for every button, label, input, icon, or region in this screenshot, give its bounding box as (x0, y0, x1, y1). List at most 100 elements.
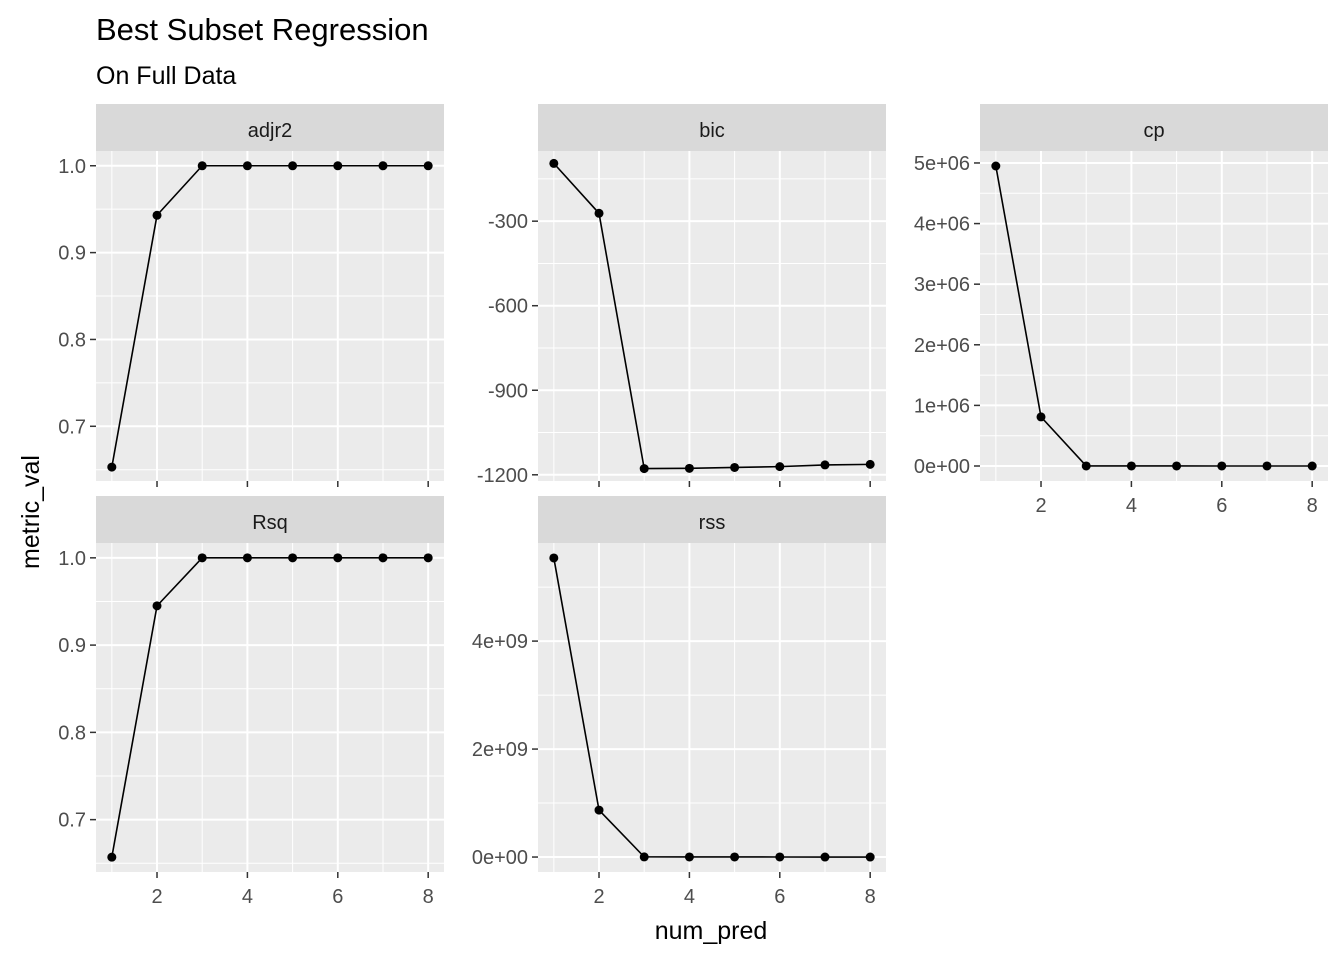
facet-rss-strip (538, 496, 886, 543)
facet-rss-point (730, 852, 740, 862)
facet-cp-point (1126, 461, 1136, 471)
facet-rss-point (639, 852, 649, 862)
facet-bic-point (684, 463, 694, 473)
facet-rss-strip-label: rss (699, 512, 726, 534)
facet-bic-series-line (553, 162, 871, 470)
facet-cp-x-tick-label: 8 (1307, 495, 1318, 517)
facet-rsq-strip (96, 496, 444, 543)
facet-bic-point (639, 464, 649, 474)
facet-adjr2-point (152, 210, 162, 220)
facet-rsq-strip-label: Rsq (252, 512, 288, 534)
facet-rss-panel (538, 543, 886, 872)
facet-adjr2-point (288, 161, 298, 171)
facet-bic-point (594, 208, 604, 218)
facet-rss-point (865, 852, 875, 862)
facet-cp-strip-label: cp (1143, 120, 1164, 142)
facet-rsq-point (333, 553, 343, 563)
facet-adjr2-y-tick-label: 0.7 (58, 416, 86, 438)
facet-rss-y-tick-label: 0e+00 (472, 847, 528, 869)
facet-cp-point (1262, 461, 1272, 471)
facet-cp-point (1307, 461, 1317, 471)
chart-title: Best Subset Regression (96, 12, 429, 47)
facet-rss-point (684, 852, 694, 862)
facet-cp: cp 0e+00 1e+06 2e+06 3e+06 4e+06 5e+06 2 4 6 8 (914, 104, 1328, 517)
facet-rsq-series-line (111, 557, 429, 858)
facet-adjr2-y-tick-label: 1.0 (58, 156, 86, 178)
facet-cp-y-tick-label: 0e+00 (914, 456, 970, 478)
facet-bic-y-tick-label: -1200 (477, 465, 528, 487)
facet-rsq-point (107, 852, 117, 862)
facet-rsq-y-tick-label: 0.7 (58, 810, 86, 832)
facet-adjr2-y-tick-label: 0.8 (58, 329, 86, 351)
chart-subtitle: On Full Data (96, 62, 236, 90)
facet-adjr2-strip (96, 104, 444, 151)
facet-bic-point (775, 462, 785, 472)
facet-cp-y-tick-label: 1e+06 (914, 395, 970, 417)
facet-bic: bic -300 -600 -900 -1200 (477, 104, 886, 487)
facet-cp-panel (980, 151, 1328, 481)
facet-rss-y-tick-label: 4e+09 (472, 631, 528, 653)
x-axis-title: num_pred (655, 917, 768, 945)
facet-rsq-point (378, 553, 388, 563)
facet-cp-y-tick-label: 4e+06 (914, 214, 970, 236)
facet-bic-point (730, 462, 740, 472)
facet-rss-series-line (553, 557, 871, 858)
facet-cp-point (1081, 461, 1091, 471)
facet-cp-strip (980, 104, 1328, 151)
facet-cp-point (991, 161, 1001, 171)
facet-rsq-point (197, 553, 207, 563)
facet-cp-series-line (995, 165, 1313, 467)
facet-cp-y-tick-label: 3e+06 (914, 274, 970, 296)
facet-adjr2-point (197, 161, 207, 171)
facet-bic-panel (538, 151, 886, 481)
facet-rsq-x-tick-label: 6 (332, 886, 343, 908)
facet-cp-x-tick-label: 2 (1035, 495, 1046, 517)
y-axis-title: metric_val (17, 455, 45, 569)
facet-rss-x-tick-label: 2 (593, 886, 604, 908)
facet-adjr2-point (242, 161, 252, 171)
facet-rsq-x-tick-label: 8 (423, 886, 434, 908)
facet-adjr2: adjr2 0.7 0.8 0.9 1.0 (58, 104, 444, 487)
facet-rsq-y-tick-label: 0.8 (58, 722, 86, 744)
facet-rsq-point (242, 553, 252, 563)
facet-adjr2-y-tick-label: 0.9 (58, 243, 86, 265)
facet-rsq-panel (96, 543, 444, 872)
facet-rsq-point (288, 553, 298, 563)
facet-rsq-x-tick-label: 2 (151, 886, 162, 908)
facet-cp-y-tick-label: 5e+06 (914, 153, 970, 175)
facet-bic-y-tick-label: -300 (488, 211, 528, 233)
facet-rss-point (549, 553, 559, 563)
facet-rss-x-tick-label: 8 (865, 886, 876, 908)
facet-rsq-y-tick-label: 0.9 (58, 635, 86, 657)
facet-cp-x-tick-label: 4 (1126, 495, 1137, 517)
facet-bic-point (865, 459, 875, 469)
facet-rss-y-tick-label: 2e+09 (472, 739, 528, 761)
facet-cp-y-tick-label: 2e+06 (914, 335, 970, 357)
facet-rsq-point (423, 553, 433, 563)
facet-bic-y-tick-label: -600 (488, 296, 528, 318)
facet-rss: rss 0e+00 2e+09 4e+09 2 4 6 8 (472, 496, 886, 908)
facet-rsq-y-tick-label: 1.0 (58, 548, 86, 570)
facet-adjr2-point (333, 161, 343, 171)
facet-cp-point (1172, 461, 1182, 471)
facet-adjr2-point (423, 161, 433, 171)
facet-bic-y-tick-label: -900 (488, 380, 528, 402)
facet-rss-point (594, 805, 604, 815)
facet-adjr2-point (107, 462, 117, 472)
facet-cp-x-tick-label: 6 (1216, 495, 1227, 517)
facet-rsq-point (152, 601, 162, 611)
facet-rss-x-tick-label: 6 (774, 886, 785, 908)
facet-bic-point (820, 460, 830, 470)
facet-rss-x-tick-label: 4 (684, 886, 695, 908)
facet-rsq: Rsq 0.7 0.8 0.9 1.0 2 4 6 8 (58, 496, 444, 908)
facet-cp-point (1036, 412, 1046, 422)
facet-adjr2-series-line (111, 164, 429, 468)
facet-rsq-x-tick-label: 4 (242, 886, 253, 908)
facet-adjr2-point (378, 161, 388, 171)
facet-bic-point (549, 158, 559, 168)
facet-bic-strip-label: bic (699, 120, 725, 142)
facet-rss-point (820, 852, 830, 862)
facet-cp-point (1217, 461, 1227, 471)
facet-rss-point (775, 852, 785, 862)
